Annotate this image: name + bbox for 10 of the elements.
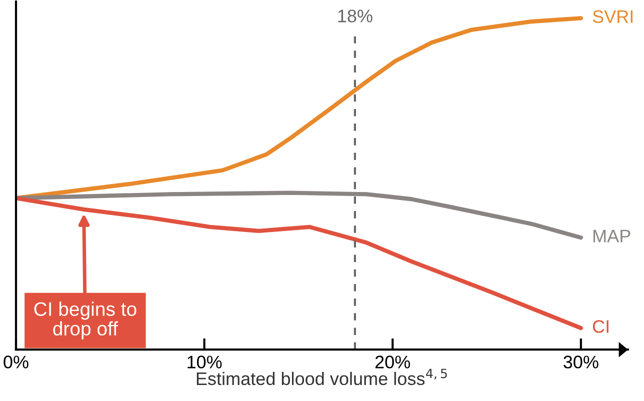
series-label: CI: [592, 320, 608, 333]
x-tick-label: 10%: [188, 356, 222, 368]
series-label: MAP: [594, 230, 630, 242]
series-label: SVRI: [592, 10, 633, 24]
x-axis-title: Estimated blood volume loss$^{4,5}$: [196, 368, 447, 386]
x-tick-label: 20%: [375, 356, 410, 368]
x-tick-label: 0%: [4, 356, 28, 368]
annotation: CI begins to drop off: [34, 302, 136, 340]
ref-line-label: 18%: [338, 10, 372, 22]
x-tick-label: 30%: [564, 356, 598, 368]
